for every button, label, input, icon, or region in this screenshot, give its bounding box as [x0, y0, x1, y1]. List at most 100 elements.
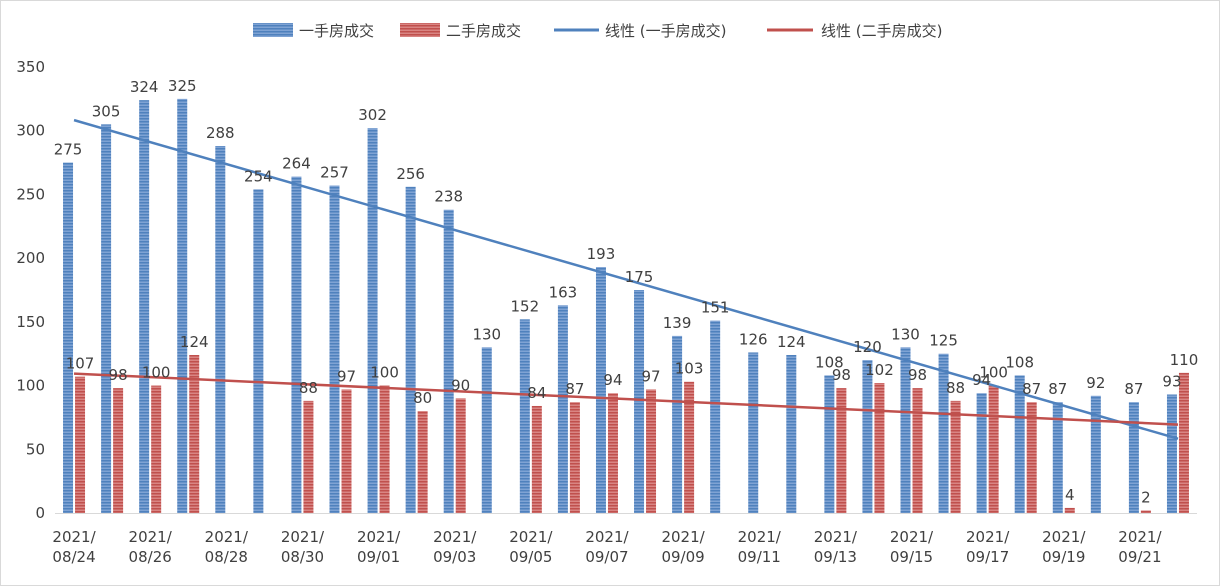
bar-resale-house[interactable]: [1140, 510, 1151, 513]
bar-new-house[interactable]: [1128, 402, 1139, 513]
bar-new-house[interactable]: [443, 209, 454, 513]
data-label-new-house: 94: [972, 371, 991, 389]
x-tick-label-line1: 2021/: [966, 528, 1010, 546]
y-tick-label: 0: [35, 504, 45, 522]
bar-resale-house[interactable]: [874, 383, 885, 513]
data-label-new-house: 93: [1162, 372, 1181, 390]
bar-resale-house[interactable]: [379, 385, 390, 513]
bar-resale-house[interactable]: [1064, 507, 1075, 513]
data-label-new-house: 108: [1005, 353, 1034, 371]
bar-new-house[interactable]: [634, 290, 645, 513]
bar-new-house[interactable]: [1014, 375, 1025, 513]
data-label-new-house: 302: [358, 106, 387, 124]
bar-resale-house[interactable]: [1178, 372, 1189, 513]
legend-swatch-resale-house: [400, 23, 440, 37]
x-tick-label-line1: 2021/: [52, 528, 96, 546]
bar-new-house[interactable]: [215, 146, 226, 513]
legend-label-trend-resale-house: 线性 (二手房成交): [821, 22, 942, 40]
bar-new-house[interactable]: [177, 98, 188, 513]
bar-new-house[interactable]: [748, 352, 759, 513]
x-tick-label-line1: 2021/: [1118, 528, 1162, 546]
bar-resale-house[interactable]: [75, 376, 86, 513]
bar-new-house[interactable]: [1052, 402, 1063, 513]
bar-resale-house[interactable]: [151, 385, 162, 513]
bar-new-house[interactable]: [253, 189, 264, 513]
data-label-new-house: 108: [815, 353, 844, 371]
data-label-resale-house: 80: [413, 389, 432, 407]
bar-resale-house[interactable]: [189, 354, 200, 513]
data-label-new-house: 92: [1086, 374, 1105, 392]
y-tick-label: 150: [16, 313, 45, 331]
bar-resale-house[interactable]: [303, 400, 314, 513]
trendline-resale-house: [73, 372, 1179, 426]
data-label-resale-house: 98: [109, 366, 128, 384]
bar-new-house[interactable]: [862, 360, 873, 513]
y-tick-label: 300: [16, 122, 45, 140]
legend-label-resale-house: 二手房成交: [446, 22, 521, 40]
bar-new-house[interactable]: [976, 393, 987, 513]
legend-item-resale-house[interactable]: 二手房成交: [400, 22, 521, 40]
bar-resale-house[interactable]: [569, 402, 580, 513]
bar-new-house[interactable]: [367, 128, 378, 513]
bar-new-house[interactable]: [786, 354, 797, 513]
data-label-resale-house: 98: [832, 366, 851, 384]
y-tick-label: 100: [16, 377, 45, 395]
legend-swatch-new-house: [253, 23, 293, 37]
bar-new-house[interactable]: [557, 305, 568, 513]
bar-new-house[interactable]: [291, 176, 302, 514]
x-tick-label-line1: 2021/: [661, 528, 705, 546]
bar-resale-house[interactable]: [988, 385, 999, 513]
x-tick-label-line1: 2021/: [205, 528, 249, 546]
bar-resale-house[interactable]: [607, 393, 618, 513]
trendlines: [73, 118, 1179, 440]
bar-new-house[interactable]: [139, 100, 150, 513]
bar-resale-house[interactable]: [1026, 402, 1037, 513]
bar-new-house[interactable]: [1090, 395, 1101, 513]
y-tick-label: 350: [16, 58, 45, 76]
x-tick-label-line2: 09/09: [661, 548, 704, 566]
y-tick-label: 200: [16, 249, 45, 267]
bar-resale-house[interactable]: [684, 381, 695, 513]
bar-resale-house[interactable]: [912, 388, 923, 513]
bar-new-house[interactable]: [824, 375, 835, 513]
bar-new-house[interactable]: [329, 185, 340, 513]
x-tick-label-line2: 09/15: [890, 548, 933, 566]
legend-item-trend-resale-house[interactable]: 线性 (二手房成交): [767, 22, 942, 40]
bar-resale-house[interactable]: [836, 388, 847, 513]
data-label-new-house: 288: [206, 124, 235, 142]
bar-new-house[interactable]: [710, 320, 721, 513]
bar-resale-house[interactable]: [455, 398, 466, 513]
bar-resale-house[interactable]: [113, 388, 124, 513]
data-label-resale-house: 4: [1065, 486, 1075, 504]
data-label-resale-house: 100: [142, 364, 171, 382]
legend-item-trend-new-house[interactable]: 线性 (一手房成交): [554, 22, 726, 40]
data-label-resale-house: 87: [565, 380, 584, 398]
bar-new-house[interactable]: [481, 347, 492, 513]
x-tick-label-line1: 2021/: [814, 528, 858, 546]
bar-resale-house[interactable]: [341, 389, 352, 513]
bar-new-house[interactable]: [1166, 394, 1177, 513]
bar-resale-house[interactable]: [950, 400, 961, 513]
data-label-new-house: 324: [130, 78, 159, 96]
bar-new-house[interactable]: [672, 335, 683, 513]
bar-new-house[interactable]: [63, 162, 74, 514]
data-label-resale-house: 94: [603, 371, 622, 389]
bar-resale-house[interactable]: [646, 389, 657, 513]
legend-item-new-house[interactable]: 一手房成交: [253, 22, 374, 40]
data-label-resale-house: 97: [337, 367, 356, 385]
bar-new-house[interactable]: [405, 186, 416, 514]
bar-resale-house[interactable]: [531, 405, 542, 513]
data-label-new-house: 139: [663, 314, 692, 332]
bar-new-house[interactable]: [101, 124, 112, 513]
x-tick-label-line2: 09/01: [357, 548, 400, 566]
bar-new-house[interactable]: [519, 319, 530, 513]
bar-new-house[interactable]: [595, 267, 606, 513]
bar-resale-house[interactable]: [417, 411, 428, 513]
x-tick-label-line2: 09/13: [814, 548, 857, 566]
x-tick-label-line2: 09/21: [1118, 548, 1161, 566]
data-label-resale-house: 87: [1022, 380, 1041, 398]
bar-new-house[interactable]: [938, 353, 949, 513]
bar-new-house[interactable]: [900, 347, 911, 513]
data-label-resale-house: 88: [299, 379, 318, 397]
data-label-new-house: 152: [511, 297, 540, 315]
